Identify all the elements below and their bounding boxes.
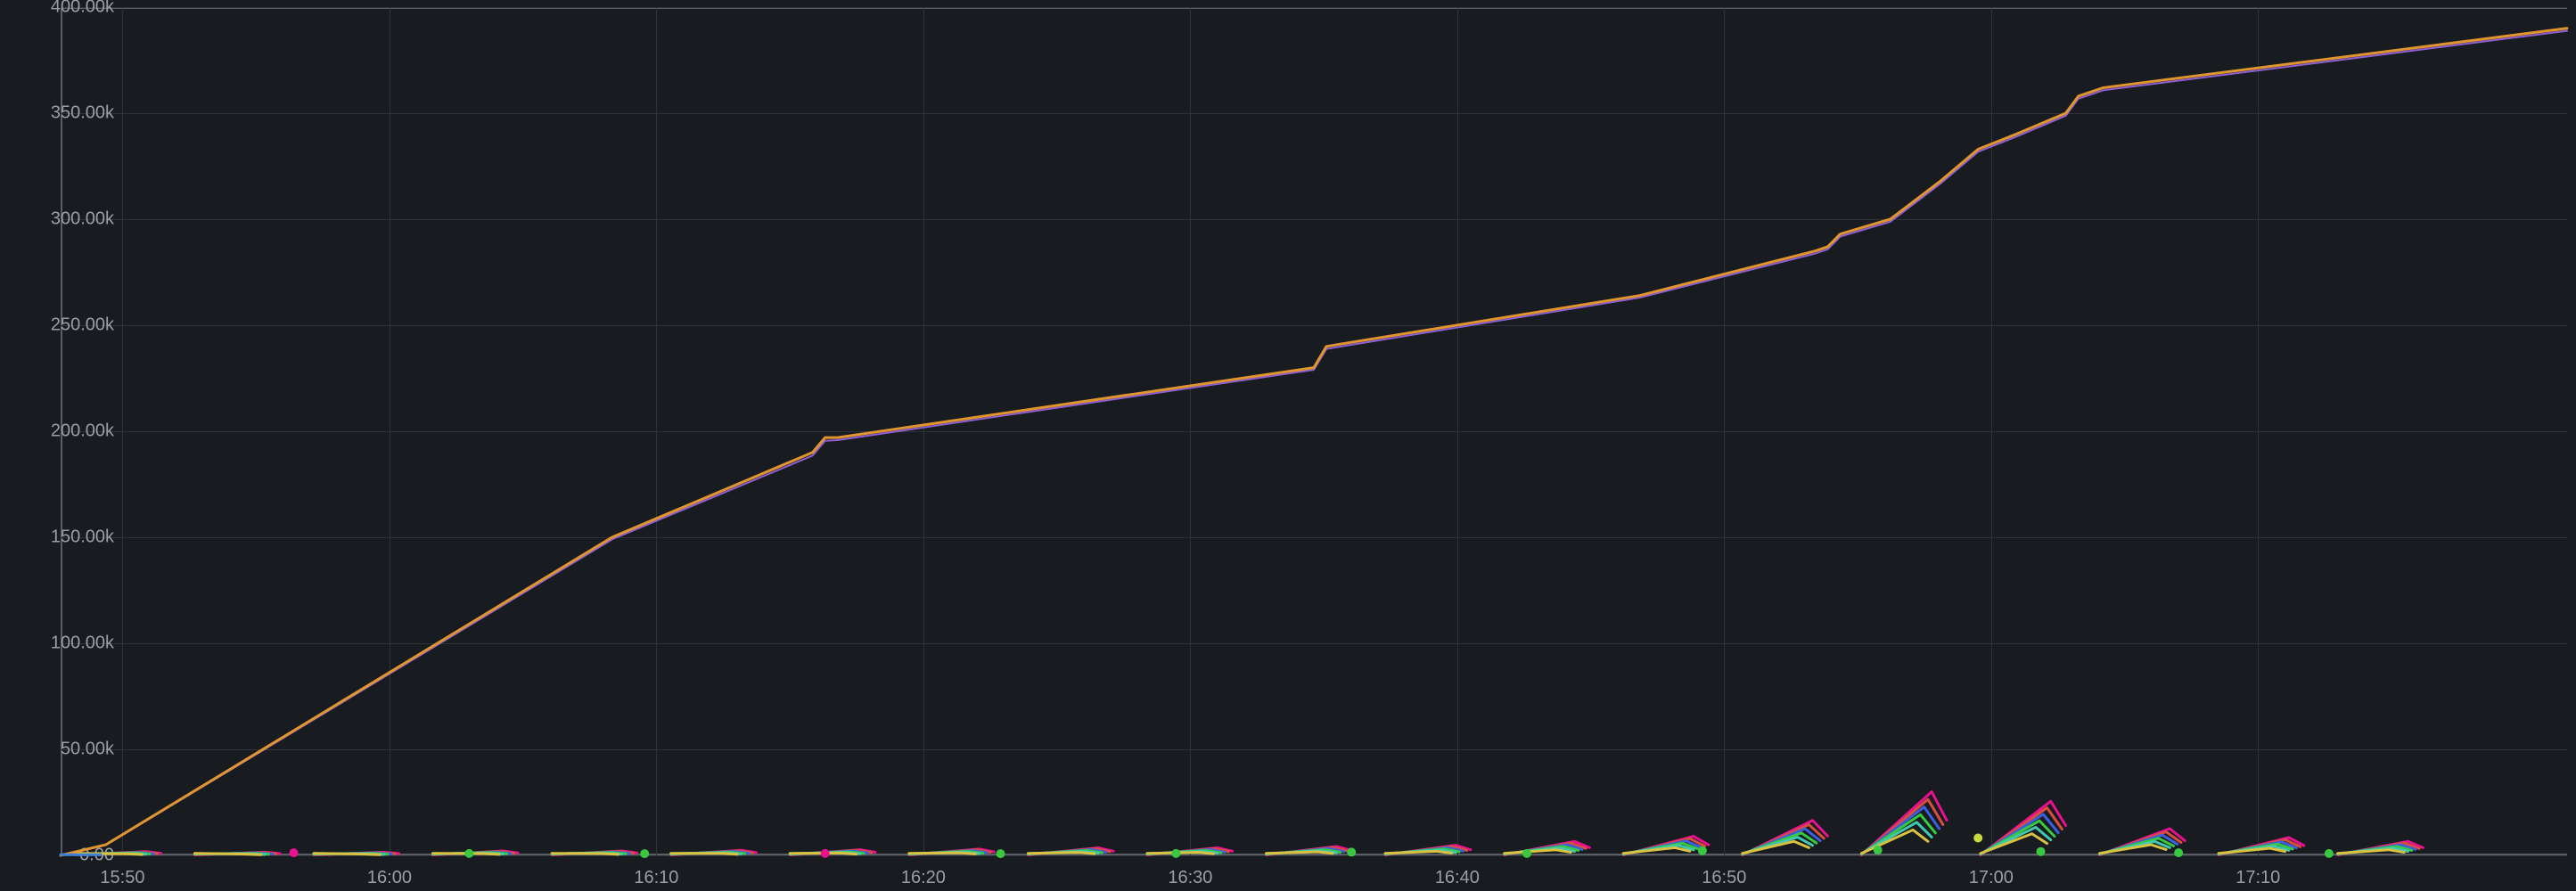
cumulative-total-orange-line[interactable] bbox=[61, 29, 2567, 855]
scatter-dot[interactable] bbox=[2325, 849, 2334, 858]
scatter-dot[interactable] bbox=[1874, 846, 1883, 854]
scatter-dot[interactable] bbox=[997, 849, 1005, 858]
scatter-dot[interactable] bbox=[1347, 847, 1356, 856]
sawtooth-segment[interactable] bbox=[1267, 852, 1333, 854]
scatter-dot[interactable] bbox=[2174, 848, 2183, 857]
sawtooth-segment[interactable] bbox=[909, 853, 976, 854]
x-axis-tick-label: 17:10 bbox=[2236, 868, 2280, 888]
sawtooth-segment[interactable] bbox=[2338, 850, 2405, 854]
x-axis-tick-label: 16:10 bbox=[634, 868, 678, 888]
plot-area: 0.00 50.00k 100.00k 150.00k 200.00k 250.00k 30… bbox=[61, 7, 2567, 855]
x-axis-tick-label: 16:40 bbox=[1435, 868, 1480, 888]
timeseries-chart-root: 0.00 50.00k 100.00k 150.00k 200.00k 250.00k 30… bbox=[0, 0, 2576, 891]
x-axis-tick-label: 16:30 bbox=[1168, 868, 1212, 888]
sawtooth-series-group[interactable] bbox=[76, 792, 2423, 855]
scatter-dot[interactable] bbox=[1973, 833, 1982, 842]
sawtooth-segment[interactable] bbox=[1623, 847, 1690, 853]
sawtooth-segment[interactable] bbox=[2219, 848, 2285, 854]
sawtooth-segment[interactable] bbox=[1028, 853, 1095, 854]
x-axis-tick-label: 17:00 bbox=[1969, 868, 2014, 888]
scatter-dot[interactable] bbox=[640, 849, 649, 858]
sawtooth-segment[interactable] bbox=[1385, 851, 1452, 853]
x-axis-tick-label: 15:50 bbox=[100, 868, 144, 888]
sawtooth-segment[interactable] bbox=[1505, 850, 1571, 854]
x-axis-tick-label: 16:00 bbox=[367, 868, 412, 888]
scatter-dot[interactable] bbox=[464, 849, 473, 858]
scatter-dot[interactable] bbox=[290, 848, 299, 857]
cumulative-total-purple-line[interactable] bbox=[61, 31, 2567, 855]
chart-data-svg[interactable] bbox=[61, 7, 2567, 855]
x-axis-tick-label: 16:20 bbox=[901, 868, 946, 888]
scatter-dot[interactable] bbox=[2036, 847, 2045, 856]
scatter-dot[interactable] bbox=[821, 849, 830, 858]
scatter-dot[interactable] bbox=[1522, 849, 1531, 858]
scatter-dot[interactable] bbox=[1171, 849, 1180, 858]
x-axis-tick-label: 16:50 bbox=[1702, 868, 1746, 888]
scatter-dot[interactable] bbox=[1698, 846, 1707, 855]
